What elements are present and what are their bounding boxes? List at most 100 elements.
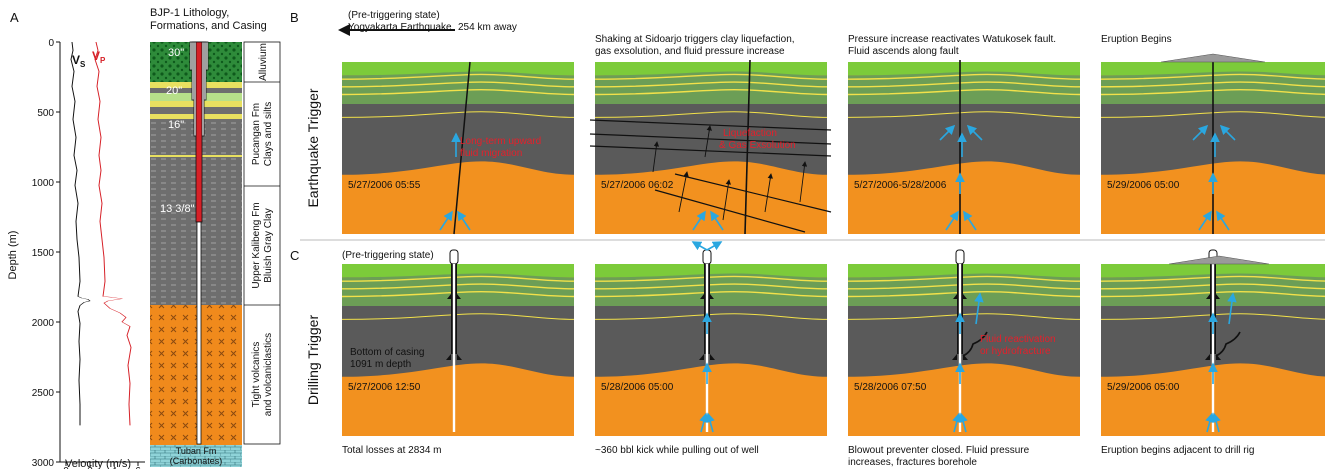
casing-label-16: 16" <box>168 119 184 131</box>
thin-sand-line <box>594 313 828 320</box>
sand-line <box>594 283 828 290</box>
open-hole <box>196 221 202 445</box>
alluvium-layer <box>342 62 574 76</box>
panel-a-letter: A <box>10 10 19 25</box>
formation-name: Tight volcanics <box>251 342 262 408</box>
frame-date: 5/27/2006 05:55 <box>348 180 421 191</box>
sand-line <box>341 275 575 282</box>
frame-date: 5/29/2006 05:00 <box>1107 180 1180 191</box>
shaking-arrow <box>678 171 689 213</box>
frame-caption-line2: gas exsolution, and fluid pressure incre… <box>595 46 785 57</box>
frame-caption-line1: Pressure increase reactivates Watukosek … <box>848 34 1056 45</box>
frame-caption: (Pre-triggering state) <box>342 250 434 261</box>
frame-caption-line2: Fluid ascends along fault <box>848 46 959 57</box>
casing-shoe <box>699 354 715 360</box>
depth-tick-label: 1500 <box>32 248 55 259</box>
cross-section: 5/27/2006-5/28/2006 <box>847 60 1081 234</box>
process-note-line2: & Gas Exsolution <box>719 140 796 151</box>
alluvium-layer <box>848 62 1080 76</box>
fluid-arrow <box>966 124 983 141</box>
thin-sand-line <box>341 111 575 118</box>
cross-section: 5/27/2006 06:02 Liquefaction& Gas Exsolut… <box>589 59 832 235</box>
process-note-line2: or hydrofracture <box>980 346 1051 357</box>
frame-footnote-line1: Blowout preventer closed. Fluid pressure <box>848 445 1030 456</box>
fluid-arrow <box>691 241 708 251</box>
formation-name: Alluvium <box>258 43 269 81</box>
frame-date: 5/27/2006 06:02 <box>601 180 674 191</box>
casing-shoe <box>446 354 462 360</box>
sand-line <box>594 275 828 282</box>
frame-caption-line2: Yogyakarta Earthquake <box>348 22 452 33</box>
shear-line <box>589 133 832 145</box>
frame-footnote-line1: ~360 bbl kick while pulling out of well <box>595 445 759 456</box>
shear-line <box>589 119 832 131</box>
shaking-arrow <box>704 125 712 158</box>
frame-date: 5/28/2006 05:00 <box>601 382 674 393</box>
fluid-arrow <box>1211 412 1221 433</box>
depth-tick-label: 1000 <box>32 178 55 189</box>
fluid-arrow <box>1205 412 1215 433</box>
casing-13 <box>195 41 203 223</box>
casing-shoe-upper <box>953 294 967 299</box>
fluid-arrow <box>699 412 709 433</box>
cross-section: 5/27/2006 12:50 <box>341 249 575 436</box>
casing-label-30: 30" <box>168 47 184 59</box>
shear-line <box>589 145 832 157</box>
depth-tick-label: 2000 <box>32 318 55 329</box>
sand-line <box>847 283 1081 290</box>
fluid-arrow <box>945 210 959 231</box>
fluid-arrow <box>705 412 715 433</box>
fracture <box>1215 331 1241 357</box>
casing-shoe-upper <box>1206 294 1220 299</box>
casing-note-line1: Bottom of casing <box>350 347 424 358</box>
depth-axis-label: Depth (m) <box>7 231 19 280</box>
cross-section: 5/29/2006 05:00 <box>1100 53 1325 234</box>
clay-layer <box>848 300 1080 377</box>
depth-tick-label: 500 <box>37 108 54 119</box>
volcanic-top <box>595 363 827 436</box>
formation-name: Pucangan Fm <box>251 103 262 165</box>
frame-date: 5/27/2006 12:50 <box>348 382 421 393</box>
volcanic-top <box>848 363 1080 436</box>
sand-line <box>847 81 1081 88</box>
tuban-label-2: (Carbonates) <box>170 456 223 466</box>
fluid-arrow <box>1216 210 1230 231</box>
velocity-axis-label: Velocity (m/s) <box>65 458 131 469</box>
fluid-arrow <box>457 210 471 231</box>
alluvium-layer <box>848 264 1080 278</box>
sand-line <box>1100 283 1325 290</box>
drill-rig <box>449 249 459 265</box>
formation-desc: Clays and silts <box>263 102 274 166</box>
earthquake-frames: (Pre-triggering state)Yogyakarta Earthqu… <box>341 10 1325 235</box>
volcanics-layer <box>150 305 242 445</box>
vp-curve <box>94 41 132 426</box>
borehole <box>705 264 709 432</box>
shear-line <box>674 173 832 213</box>
sand-line <box>1100 73 1325 80</box>
formation-column <box>243 41 281 445</box>
formation-name: Upper Kalibeng Fm <box>251 202 262 288</box>
sand-line <box>847 291 1081 298</box>
frame-caption-line1: Eruption Begins <box>1101 34 1172 45</box>
sand-line <box>594 73 828 80</box>
mixed-layer <box>342 71 574 105</box>
mixed-layer <box>595 71 827 105</box>
frame-date: 5/27/2006-5/28/2006 <box>854 180 947 191</box>
mud-volcano <box>1160 53 1266 63</box>
frame-caption-line1: (Pre-triggering state) <box>348 10 440 21</box>
vp-label: VP <box>92 49 106 65</box>
vs-label: VS <box>72 53 86 69</box>
fluid-arrow <box>952 412 962 433</box>
fluid-arrow <box>974 292 984 325</box>
process-note-line1: Long-term upward <box>460 136 541 147</box>
thin-sand-line <box>1100 111 1325 118</box>
borehole <box>958 264 962 432</box>
frame-caption-line1: Shaking at Sidoarjo triggers clay liquef… <box>595 34 795 45</box>
shaking-arrow <box>722 179 732 221</box>
fault-line <box>453 61 471 235</box>
formation-label: Alluvium <box>258 43 269 81</box>
thin-sand-line <box>594 111 828 118</box>
formation-labels: Alluvium Pucangan Fm Clays and silts Upper … <box>251 43 274 416</box>
fluid-arrow <box>439 210 453 231</box>
